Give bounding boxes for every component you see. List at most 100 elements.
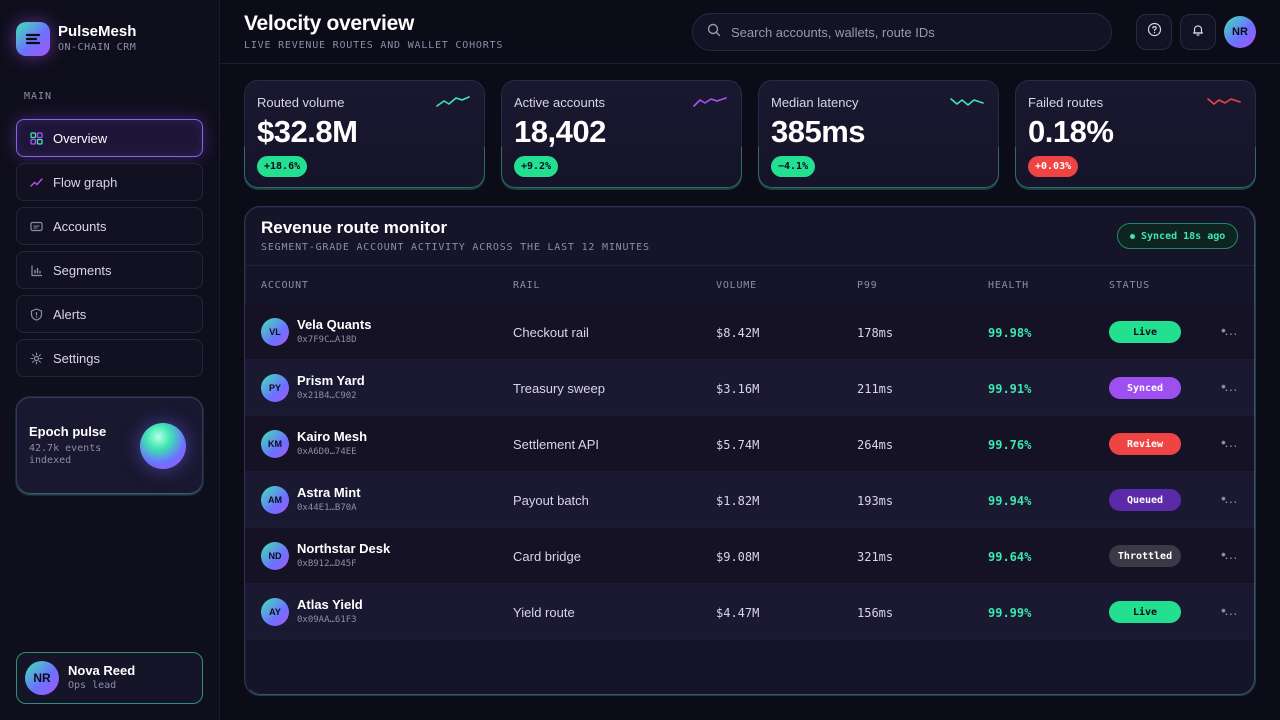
kpi-card-failed-routes[interactable]: Failed routes 0.18% +0.03% bbox=[1015, 80, 1256, 188]
panel-subtitle: SEGMENT-GRADE ACCOUNT ACTIVITY ACROSS TH… bbox=[261, 242, 650, 253]
kpi-value: 0.18% bbox=[1028, 114, 1114, 149]
sparkline-icon bbox=[693, 95, 727, 114]
avatar: ND bbox=[261, 542, 289, 570]
kpi-card-median-latency[interactable]: Median latency 385ms −4.1% bbox=[758, 80, 999, 188]
kpi-value: 18,402 bbox=[514, 114, 606, 149]
panel-title: Revenue route monitor bbox=[261, 218, 448, 237]
more-actions-icon[interactable]: •… bbox=[1221, 322, 1238, 338]
user-role: Ops lead bbox=[68, 680, 117, 691]
volume-cell: $8.42M bbox=[716, 326, 760, 340]
column-header-volume[interactable]: VOLUME bbox=[716, 280, 757, 291]
table-row[interactable]: AY Atlas Yield 0x09AA…61F3 Yield route $… bbox=[245, 584, 1255, 640]
account-name[interactable]: Prism Yard bbox=[297, 373, 365, 388]
column-header-p99[interactable]: P99 bbox=[857, 280, 878, 291]
table-body: VL Vela Quants 0x7F9C…A18D Checkout rail… bbox=[245, 304, 1255, 640]
sidebar-item-alerts[interactable]: Alerts bbox=[16, 295, 203, 333]
table-row[interactable]: AM Astra Mint 0x44E1…B70A Payout batch $… bbox=[245, 472, 1255, 528]
column-header-health[interactable]: HEALTH bbox=[988, 280, 1029, 291]
sidebar-item-label: Accounts bbox=[53, 218, 107, 234]
top-header: Velocity overview LIVE REVENUE ROUTES AN… bbox=[220, 0, 1280, 64]
page-subtitle: LIVE REVENUE ROUTES AND WALLET COHORTS bbox=[244, 40, 504, 51]
rail-cell: Yield route bbox=[513, 605, 575, 620]
sidebar-item-segments[interactable]: Segments bbox=[16, 251, 203, 289]
bell-icon bbox=[1191, 23, 1205, 42]
volume-cell: $4.47M bbox=[716, 606, 760, 620]
kpi-label: Failed routes bbox=[1028, 95, 1104, 110]
more-actions-icon[interactable]: •… bbox=[1221, 602, 1238, 618]
brand-tagline: ON-CHAIN CRM bbox=[58, 42, 137, 53]
pulse-orb-icon bbox=[140, 423, 186, 469]
sidebar-item-flow-graph[interactable]: Flow graph bbox=[16, 163, 203, 201]
more-actions-icon[interactable]: •… bbox=[1221, 546, 1238, 562]
status-badge: Synced 18s ago bbox=[1117, 223, 1239, 249]
status-badge: Review bbox=[1109, 433, 1181, 455]
column-header-status[interactable]: STATUS bbox=[1109, 280, 1150, 291]
wallet-address: 0x09AA…61F3 bbox=[297, 615, 357, 625]
table-row[interactable]: PY Prism Yard 0x21B4…C902 Treasury sweep… bbox=[245, 360, 1255, 416]
kpi-delta-badge: +18.6% bbox=[257, 156, 308, 177]
kpi-card-routed-volume[interactable]: Routed volume $32.8M +18.6% bbox=[244, 80, 485, 188]
sidebar-item-label: Flow graph bbox=[53, 174, 118, 190]
kpi-value: $32.8M bbox=[257, 114, 358, 149]
search-input[interactable] bbox=[731, 24, 1091, 40]
account-name[interactable]: Vela Quants bbox=[297, 317, 372, 332]
sidebar-item-accounts[interactable]: Accounts bbox=[16, 207, 203, 245]
help-button[interactable] bbox=[1136, 14, 1172, 50]
more-actions-icon[interactable]: •… bbox=[1221, 434, 1238, 450]
account-name[interactable]: Atlas Yield bbox=[297, 597, 363, 612]
status-badge: Live bbox=[1109, 321, 1181, 343]
account-name[interactable]: Kairo Mesh bbox=[297, 429, 368, 444]
table-row[interactable]: KM Kairo Mesh 0xA6D0…74EE Settlement API… bbox=[245, 416, 1255, 472]
epoch-pulse-card[interactable]: Epoch pulse 42.7k events indexed bbox=[16, 397, 203, 495]
sparkline-icon bbox=[436, 95, 470, 114]
p99-cell: 321ms bbox=[857, 550, 894, 564]
more-actions-icon[interactable]: •… bbox=[1221, 490, 1238, 506]
sync-status-text: Synced 18s ago bbox=[1141, 230, 1226, 242]
status-badge: Queued bbox=[1109, 489, 1181, 511]
page-title: Velocity overview bbox=[244, 12, 414, 35]
notifications-button[interactable] bbox=[1180, 14, 1216, 50]
sidebar-item-settings[interactable]: Settings bbox=[16, 339, 203, 377]
p99-cell: 193ms bbox=[857, 494, 894, 508]
kpi-card-active-accounts[interactable]: Active accounts 18,402 +9.2% bbox=[501, 80, 742, 188]
status-badge: Throttled bbox=[1109, 545, 1181, 567]
avatar: AY bbox=[261, 598, 289, 626]
avatar: VL bbox=[261, 318, 289, 346]
sidebar-item-overview[interactable]: Overview bbox=[16, 119, 203, 157]
table-row[interactable]: VL Vela Quants 0x7F9C…A18D Checkout rail… bbox=[245, 304, 1255, 360]
health-cell: 99.94% bbox=[988, 494, 1032, 508]
epoch-subtitle: 42.7k events indexed bbox=[29, 443, 102, 466]
health-cell: 99.64% bbox=[988, 550, 1032, 564]
wallet-address: 0xA6D0…74EE bbox=[297, 447, 357, 457]
column-header-account[interactable]: ACCOUNT bbox=[261, 280, 309, 291]
status-badge: Synced bbox=[1109, 377, 1181, 399]
sparkline-icon bbox=[950, 95, 984, 114]
column-header-rail[interactable]: RAIL bbox=[513, 280, 541, 291]
epoch-title: Epoch pulse bbox=[29, 424, 107, 439]
kpi-label: Routed volume bbox=[257, 95, 345, 110]
revenue-route-monitor-panel: Revenue route monitor SEGMENT-GRADE ACCO… bbox=[244, 206, 1256, 696]
avatar: KM bbox=[261, 430, 289, 458]
table-header: ACCOUNT RAIL VOLUME P99 HEALTH STATUS bbox=[245, 265, 1255, 305]
user-profile-card[interactable]: NR Nova Reed Ops lead bbox=[16, 652, 203, 704]
rail-cell: Settlement API bbox=[513, 437, 599, 452]
trend-line-icon bbox=[29, 175, 43, 189]
search-bar[interactable] bbox=[692, 13, 1112, 51]
table-row[interactable]: ND Northstar Desk 0xB912…D45F Card bridg… bbox=[245, 528, 1255, 584]
help-icon bbox=[1147, 22, 1162, 42]
avatar: NR bbox=[25, 661, 59, 695]
brand[interactable]: PulseMesh ON-CHAIN CRM bbox=[16, 22, 136, 56]
more-actions-icon[interactable]: •… bbox=[1221, 378, 1238, 394]
bar-chart-icon bbox=[29, 263, 43, 277]
brand-name: PulseMesh bbox=[58, 23, 137, 40]
p99-cell: 264ms bbox=[857, 438, 894, 452]
shield-alert-icon bbox=[29, 307, 43, 321]
health-cell: 99.91% bbox=[988, 382, 1032, 396]
account-name[interactable]: Astra Mint bbox=[297, 485, 361, 500]
kpi-label: Median latency bbox=[771, 95, 859, 110]
header-avatar[interactable]: NR bbox=[1224, 16, 1256, 48]
wallet-address: 0xB912…D45F bbox=[297, 559, 357, 569]
grid-icon bbox=[29, 131, 43, 145]
account-name[interactable]: Northstar Desk bbox=[297, 541, 391, 556]
sidebar-nav: Overview Flow graph Accounts Segments Al… bbox=[16, 119, 203, 383]
